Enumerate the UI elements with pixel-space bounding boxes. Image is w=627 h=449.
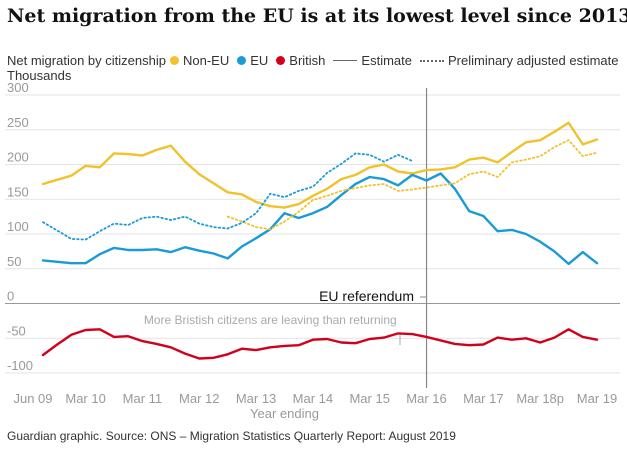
legend-estimate-swatch <box>333 60 358 62</box>
referendum-label: EU referendum <box>319 288 414 304</box>
x-tick-label: Mar 16 <box>406 391 446 406</box>
y-tick-label: 100 <box>7 219 29 234</box>
x-tick-label: Mar 15 <box>349 391 389 406</box>
legend-non-eu-swatch <box>169 56 179 66</box>
british-note: More Bristish citizens are leaving than … <box>144 313 397 327</box>
legend-british-label: British <box>289 53 326 69</box>
x-tick-label: Mar 14 <box>293 391 333 406</box>
y-tick-label: 300 <box>7 80 29 95</box>
y-tick-label: 150 <box>7 184 29 199</box>
legend-eu-swatch <box>237 56 247 66</box>
series-line-non-eu-preliminary-adjusted-estimate <box>226 139 598 231</box>
legend-preliminary-label: Preliminary adjusted estimate <box>447 53 619 69</box>
y-tick-label: 50 <box>7 254 21 269</box>
series-line-eu-preliminary-adjusted-estimate <box>42 152 414 241</box>
y-tick-label: 250 <box>7 115 29 130</box>
y-tick-label: -50 <box>7 323 26 338</box>
x-tick-label: Mar 10 <box>65 391 105 406</box>
x-tick-label: Mar 18p <box>516 391 564 406</box>
x-tick-label: Mar 19 <box>577 391 617 406</box>
legend-subtitle: Net migration by citizenship <box>7 53 166 69</box>
source-note: Guardian graphic. Source: ONS – Migratio… <box>7 429 456 443</box>
y-tick-label: -100 <box>7 358 33 373</box>
chart-legend: Net migration by citizenship Non-EU EU Brit… <box>7 52 622 68</box>
legend-british-swatch <box>276 56 286 66</box>
y-tick-label: 0 <box>7 289 14 304</box>
series-line-non-eu <box>41 121 599 209</box>
legend-eu-label: EU <box>250 53 269 69</box>
x-tick-label: Mar 17 <box>463 391 503 406</box>
chart-title: Net migration from the EU is at its lowe… <box>7 5 627 27</box>
series-line-eu <box>41 172 599 266</box>
x-tick-label: Jun 09 <box>13 391 52 406</box>
legend-estimate-label: Estimate <box>361 53 412 69</box>
x-tick-label: Mar 12 <box>179 391 219 406</box>
x-tick-label: Mar 11 <box>123 391 163 406</box>
y-tick-label: 200 <box>7 150 29 165</box>
legend-non-eu-label: Non-EU <box>182 53 230 69</box>
x-axis-label: Year ending <box>250 406 319 421</box>
series-line-british <box>41 328 599 360</box>
x-tick-label: Mar 13 <box>236 391 276 406</box>
units-label: Thousands <box>7 68 72 83</box>
legend-preliminary-swatch <box>419 59 444 62</box>
